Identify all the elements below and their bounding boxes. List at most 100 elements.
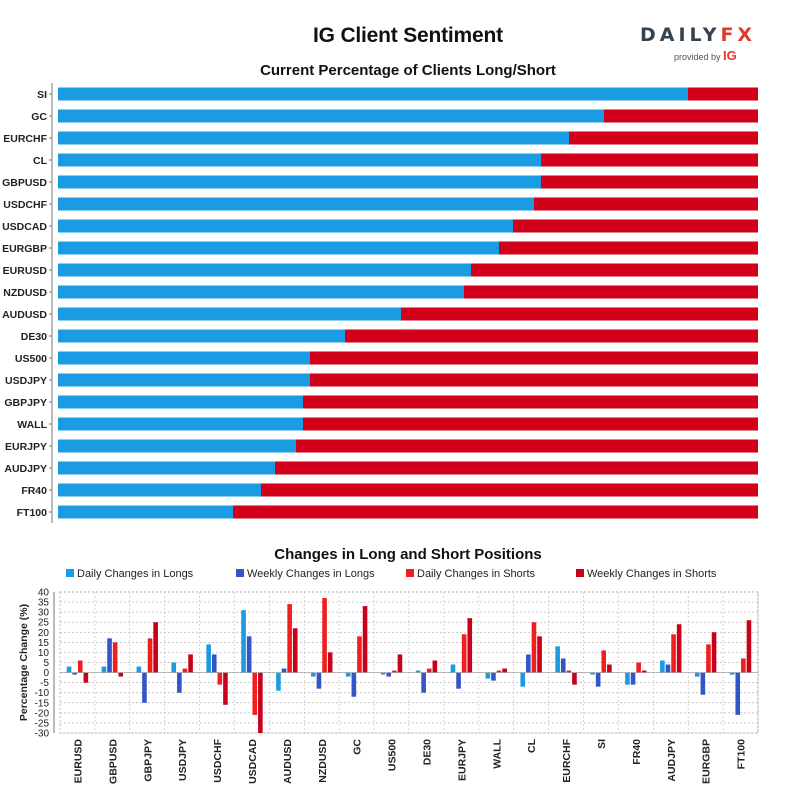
legend-label-weekly-shorts: Weekly Changes in Shorts <box>587 568 717 580</box>
category-label: US500 <box>15 353 47 365</box>
short-bar-wall <box>303 417 758 431</box>
daily-longs-bar-eurchf <box>555 646 560 673</box>
weekly-shorts-bar-de30 <box>432 660 438 673</box>
x-tick-label: EURGBP <box>701 739 713 784</box>
legend-swatch-weekly-longs <box>236 569 244 577</box>
plot-frame <box>59 591 759 734</box>
y-tick-label: 35 <box>38 598 50 609</box>
daily-longs-bar-gc <box>345 672 351 677</box>
weekly-shorts-bar-audusd <box>292 628 298 673</box>
weekly-shorts-bar-us500 <box>397 654 403 673</box>
y-tick-label: 0 <box>43 668 49 679</box>
short-bar-us500 <box>310 351 758 365</box>
weekly-longs-bar-audusd <box>281 668 287 673</box>
x-tick-label: GC <box>352 739 364 755</box>
legend-label-daily-shorts: Daily Changes in Shorts <box>417 568 536 580</box>
long-bar-eurchf <box>58 131 569 145</box>
x-tick-label: AUDJPY <box>666 739 678 782</box>
x-tick-label: USDCAD <box>247 739 259 784</box>
long-bar-audjpy <box>58 461 275 475</box>
legend-swatch-daily-longs <box>66 569 74 577</box>
x-tick-label: US500 <box>387 739 399 771</box>
daily-longs-bar-cl <box>520 672 526 687</box>
weekly-shorts-bar-eurjpy <box>467 618 473 673</box>
daily-longs-bar-usdchf <box>206 644 211 673</box>
weekly-longs-bar-usdcad <box>246 636 252 673</box>
daily-shorts-bar-eurjpy <box>461 634 467 673</box>
category-label: EURCHF <box>3 133 47 145</box>
weekly-longs-bar-de30 <box>421 672 426 693</box>
x-tick-label: AUDUSD <box>282 739 294 784</box>
weekly-shorts-bar-eurusd <box>83 672 89 683</box>
y-tick-label: 20 <box>38 628 50 639</box>
short-bar-gbpjpy <box>303 395 758 409</box>
category-label: FR40 <box>21 485 47 497</box>
category-label: EURUSD <box>3 265 48 277</box>
category-label: AUDUSD <box>2 309 47 321</box>
weekly-longs-bar-eurchf <box>560 658 566 673</box>
daily-longs-bar-nzdusd <box>311 672 316 677</box>
category-label: USDCHF <box>3 199 47 211</box>
weekly-longs-bar-gbpjpy <box>142 672 147 703</box>
dailyfx-logo: DAILYFX provided by IG <box>640 24 752 64</box>
legend-weekly-longs: Weekly Changes in Longs <box>236 568 375 580</box>
x-tick-label: EURJPY <box>456 739 468 781</box>
daily-longs-bar-eurusd <box>66 666 72 673</box>
daily-shorts-bar-audusd <box>287 604 292 673</box>
daily-shorts-bar-eurchf <box>566 670 572 673</box>
short-bar-de30 <box>345 329 758 343</box>
legend-swatch-weekly-shorts <box>576 569 584 577</box>
daily-shorts-bar-usdchf <box>217 672 223 685</box>
y-tick-label: 40 <box>38 588 50 599</box>
weekly-shorts-bar-usdcad <box>258 672 263 733</box>
daily-shorts-bar-gbpusd <box>112 642 118 673</box>
short-bar-nzdusd <box>464 285 758 299</box>
daily-longs-bar-ft100 <box>729 672 735 675</box>
daily-shorts-bar-nzdusd <box>322 598 327 673</box>
short-bar-si <box>688 87 758 101</box>
daily-longs-bar-usdjpy <box>171 662 177 673</box>
category-label: WALL <box>17 419 47 431</box>
short-bar-gc <box>604 109 758 123</box>
category-label: GBPUSD <box>2 177 47 189</box>
weekly-shorts-bar-gbpjpy <box>153 622 158 673</box>
short-bar-eurgbp <box>499 241 758 255</box>
logo-provided-by: provided by IG <box>674 48 737 63</box>
x-tick-label: EURUSD <box>72 739 84 784</box>
short-bar-usdchf <box>534 197 758 211</box>
daily-shorts-bar-fr40 <box>636 662 641 673</box>
category-label: GC <box>31 111 47 123</box>
weekly-shorts-bar-nzdusd <box>327 652 333 673</box>
long-bar-eurjpy <box>58 439 296 453</box>
y-tick-label: -10 <box>35 688 50 699</box>
long-bar-us500 <box>58 351 310 365</box>
weekly-shorts-bar-wall <box>502 668 507 673</box>
daily-longs-bar-us500 <box>380 672 386 675</box>
long-bar-fr40 <box>58 483 261 497</box>
category-label: AUDJPY <box>4 463 47 475</box>
category-label: CL <box>33 155 48 167</box>
changes-legend: Daily Changes in Longs Weekly Changes in… <box>66 568 786 584</box>
short-bar-audusd <box>401 307 758 321</box>
weekly-longs-bar-eurusd <box>72 672 77 675</box>
weekly-longs-bar-si <box>595 672 601 687</box>
logo-word-fx: FX <box>720 24 757 46</box>
long-bar-eurusd <box>58 263 471 277</box>
weekly-longs-bar-wall <box>491 672 496 681</box>
logo-word-daily: DAILY <box>640 24 721 46</box>
y-tick-label: -20 <box>35 708 50 719</box>
y-tick-label: -15 <box>35 698 50 709</box>
y-tick-label: 25 <box>38 618 50 629</box>
short-bar-audjpy <box>275 461 758 475</box>
short-bar-fr40 <box>261 483 758 497</box>
x-tick-label: NZDUSD <box>317 739 329 783</box>
x-tick-label: GBPUSD <box>107 739 119 784</box>
weekly-longs-bar-usdjpy <box>177 672 182 693</box>
weekly-longs-bar-ft100 <box>735 672 741 715</box>
weekly-longs-bar-gbpusd <box>107 638 112 673</box>
weekly-longs-bar-eurjpy <box>456 672 461 689</box>
page-title: IG Client Sentiment <box>313 24 503 47</box>
short-bar-eurchf <box>569 131 758 145</box>
short-bar-gbpusd <box>541 175 758 189</box>
x-tick-label: DE30 <box>421 739 433 765</box>
